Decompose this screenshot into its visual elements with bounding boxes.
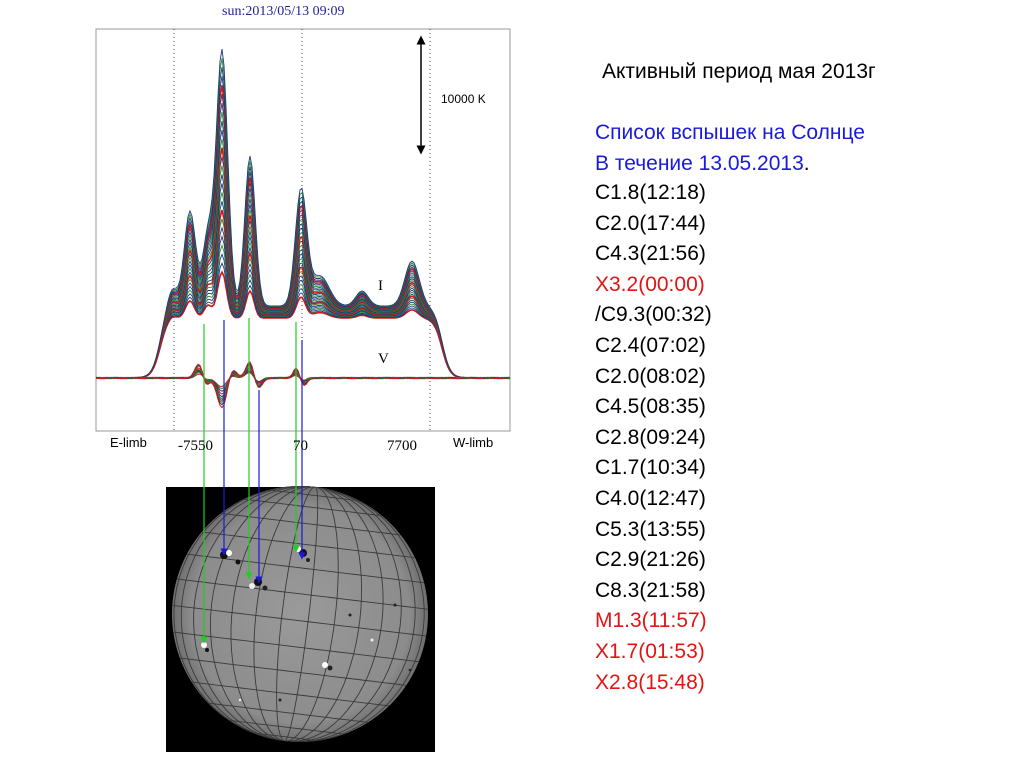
- magnetic-spot: [201, 642, 207, 648]
- plot-frame: [95, 28, 511, 432]
- longitude-line: [193, 486, 316, 742]
- longitude-line: [253, 486, 316, 742]
- flare-item: C2.0(17:44): [595, 211, 706, 235]
- x-tick-label: 70: [293, 438, 308, 454]
- magnetic-spot: [370, 638, 374, 642]
- latitude-line: [207, 702, 369, 723]
- flare-item: C2.9(21:26): [595, 548, 706, 572]
- polarization-curve-label: V: [378, 351, 389, 367]
- flare-item: C5.3(13:55): [595, 517, 706, 541]
- flare-item: C2.0(08:02): [595, 364, 706, 388]
- longitude-line: [209, 486, 316, 742]
- connector-arrows: [200, 318, 306, 644]
- magnetic-spot: [235, 559, 241, 565]
- flare-item: X3.2(00:00): [595, 272, 705, 296]
- magnetic-spot: [205, 648, 209, 652]
- flare-item: C1.8(12:18): [595, 181, 706, 204]
- longitude-line: [284, 486, 416, 742]
- longitude-line: [284, 486, 402, 742]
- heliographic-grid: [172, 486, 428, 742]
- intensity-curve-label: I: [378, 278, 383, 294]
- magnetic-spot: [322, 662, 328, 668]
- longitude-line: [284, 486, 384, 742]
- x-tick-label: 7700: [387, 438, 417, 454]
- flare-item: M1.3(11:57): [595, 609, 707, 633]
- magnetic-spot: [348, 613, 352, 617]
- flare-item: C8.3(21:58): [595, 578, 706, 602]
- x-tick-label: -7550: [178, 438, 213, 454]
- polarization-curves: [95, 361, 511, 409]
- latitude-line: [243, 498, 383, 517]
- scale-label: 10000 K: [441, 92, 486, 106]
- longitude-line: [230, 486, 316, 742]
- magnetic-spot: [278, 698, 282, 702]
- east-limb-label: E-limb: [110, 435, 147, 450]
- flare-item: C4.5(08:35): [595, 395, 706, 419]
- longitude-line: [284, 486, 425, 742]
- flare-list: C1.8(12:18) C2.0(17:44) C4.3(21:56) X3.2(00…: [595, 178, 712, 698]
- latitude-line: [268, 489, 361, 502]
- magnetic-spot: [249, 583, 255, 589]
- longitude-line: [284, 486, 319, 742]
- subtitle-line-1: Список вспышек на Солнце: [595, 121, 865, 144]
- intensity-curves: [96, 49, 510, 379]
- latitude-line: [176, 578, 428, 610]
- panel-heading: Активный период мая 2013г: [602, 60, 876, 83]
- magnetic-spot: [408, 668, 412, 672]
- polarization-curve: [95, 361, 510, 409]
- subtitle-line-2: В течение 13.05.2013.: [595, 151, 810, 175]
- flare-item: C1.7(10:34): [595, 456, 706, 480]
- latitude-line: [221, 512, 401, 536]
- flare-list-subtitle: Список вспышек на Солнце В течение 13.05…: [595, 118, 865, 179]
- intensity-curve: [96, 261, 510, 379]
- longitude-line: [173, 486, 316, 742]
- latitude-line: [173, 631, 419, 663]
- flare-item: /C9.3(00:32): [595, 303, 712, 327]
- longitude-line: [276, 486, 316, 742]
- longitude-line: [284, 486, 339, 742]
- latitude-line: [191, 681, 390, 707]
- polarization-curve: [95, 367, 511, 398]
- flare-item: C2.4(07:02): [595, 333, 706, 357]
- flare-item: C4.0(12:47): [595, 486, 706, 510]
- longitude-line: [180, 486, 316, 742]
- latitude-line: [201, 531, 415, 559]
- magnetic-spot: [254, 578, 262, 586]
- flare-item: X1.7(01:53): [595, 639, 705, 663]
- magnetic-spot: [226, 550, 232, 556]
- intensity-curve: [96, 49, 510, 379]
- flare-item: C4.3(21:56): [595, 242, 706, 266]
- latitude-line: [252, 732, 319, 742]
- latitude-line: [228, 719, 344, 735]
- magnetic-spot: [393, 603, 397, 607]
- longitude-line: [284, 486, 363, 742]
- plot-title: sun:2013/05/13 09:09: [222, 4, 345, 19]
- magnetic-spot: [327, 665, 333, 671]
- flare-item: C2.8(09:24): [595, 425, 706, 449]
- flare-item: X2.8(15:48): [595, 670, 705, 694]
- west-limb-label: W-limb: [453, 435, 494, 450]
- latitude-line: [186, 553, 425, 584]
- latitude-line: [179, 657, 407, 686]
- magnetic-spot: [306, 558, 310, 562]
- magnetic-spot: [238, 698, 242, 702]
- latitude-line: [172, 604, 427, 637]
- magnetic-spot: [262, 585, 268, 591]
